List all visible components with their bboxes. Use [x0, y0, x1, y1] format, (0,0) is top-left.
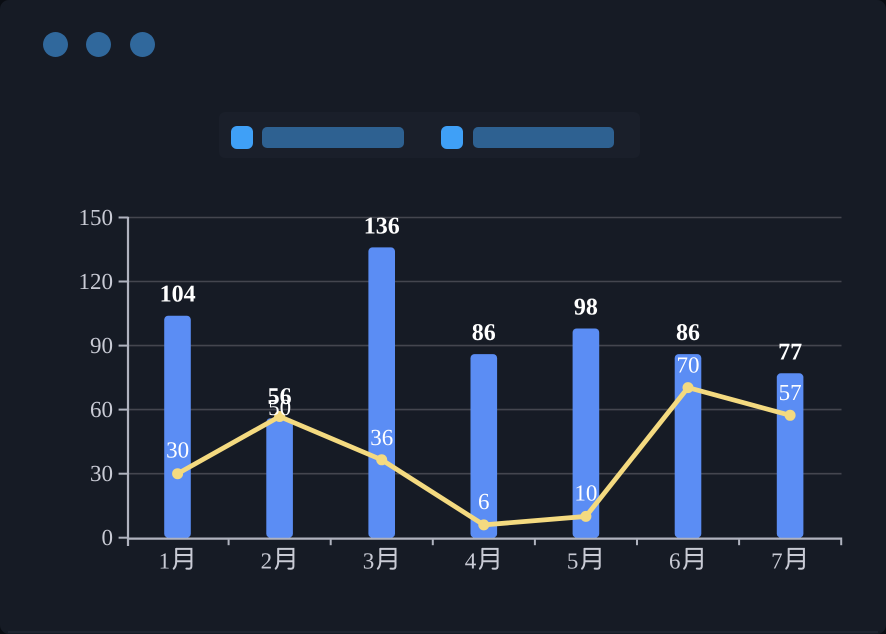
svg-text:150: 150	[79, 205, 114, 230]
svg-text:10: 10	[574, 480, 597, 505]
svg-text:90: 90	[90, 333, 113, 358]
svg-text:77: 77	[778, 339, 802, 365]
svg-text:30: 30	[90, 461, 113, 486]
svg-text:30: 30	[166, 438, 189, 463]
svg-text:2: 2	[261, 549, 273, 574]
svg-text:36: 36	[370, 425, 393, 450]
svg-text:98: 98	[574, 295, 598, 321]
svg-text:57: 57	[779, 380, 802, 405]
svg-text:6: 6	[478, 489, 490, 514]
svg-text:86: 86	[472, 320, 496, 346]
svg-text:104: 104	[160, 282, 196, 308]
svg-text:4: 4	[465, 549, 477, 574]
svg-text:86: 86	[676, 320, 700, 346]
svg-text:3: 3	[363, 549, 375, 574]
svg-text:136: 136	[364, 213, 400, 239]
svg-text:60: 60	[90, 397, 113, 422]
svg-text:0: 0	[102, 525, 114, 550]
svg-text:6: 6	[669, 549, 681, 574]
svg-text:5: 5	[567, 549, 579, 574]
svg-text:56: 56	[268, 384, 292, 410]
svg-text:1: 1	[159, 549, 171, 574]
svg-text:120: 120	[79, 269, 114, 294]
svg-text:50: 50	[268, 395, 291, 420]
svg-text:70: 70	[677, 352, 700, 377]
svg-text:7: 7	[771, 549, 783, 574]
